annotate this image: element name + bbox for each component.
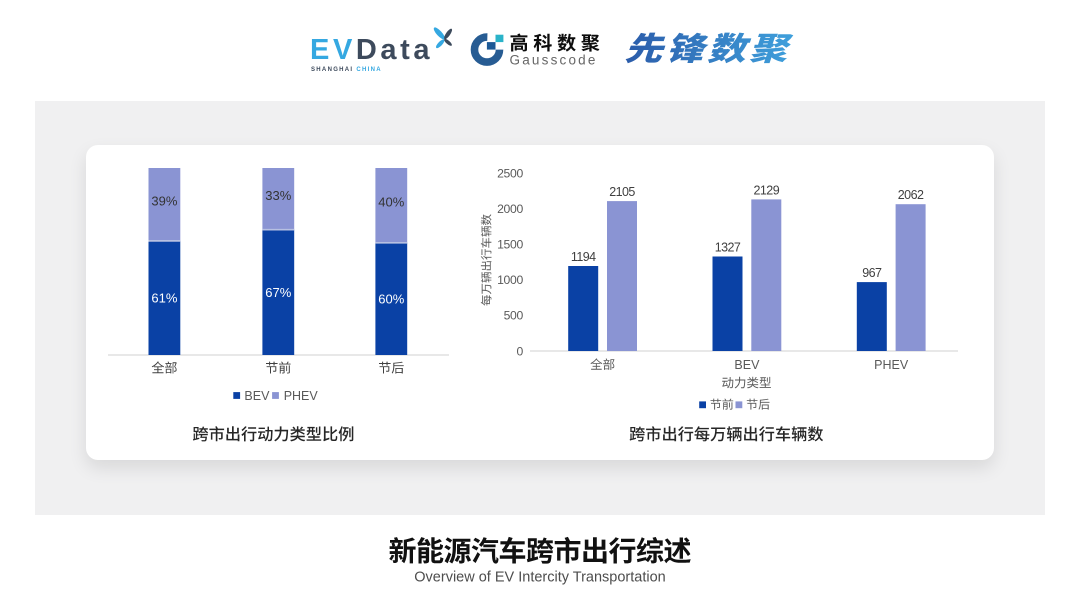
svg-text:40%: 40% — [378, 194, 404, 209]
svg-text:PHEV: PHEV — [874, 358, 909, 372]
svg-text:2129: 2129 — [753, 183, 779, 197]
svg-text:67%: 67% — [265, 285, 291, 300]
svg-text:Gausscode: Gausscode — [510, 53, 598, 68]
svg-text:2105: 2105 — [609, 185, 635, 199]
svg-text:1000: 1000 — [497, 273, 523, 287]
svg-text:967: 967 — [862, 266, 882, 280]
svg-text:1500: 1500 — [497, 238, 523, 252]
svg-text:BEV: BEV — [244, 389, 270, 403]
svg-text:39%: 39% — [151, 194, 177, 209]
svg-text:2500: 2500 — [497, 166, 523, 180]
svg-text:1194: 1194 — [571, 250, 596, 264]
svg-text:0: 0 — [517, 344, 524, 358]
svg-text:1327: 1327 — [715, 241, 741, 255]
svg-text:BEV: BEV — [734, 358, 760, 372]
svg-text:Overview of EV Intercity Trans: Overview of EV Intercity Transportation — [414, 570, 665, 586]
svg-text:2000: 2000 — [497, 202, 523, 216]
svg-text:60%: 60% — [378, 291, 404, 306]
svg-text:61%: 61% — [151, 291, 177, 306]
svg-text:2062: 2062 — [898, 188, 924, 202]
svg-text:33%: 33% — [265, 188, 291, 203]
svg-text:PHEV: PHEV — [284, 389, 319, 403]
svg-text:500: 500 — [504, 309, 524, 323]
